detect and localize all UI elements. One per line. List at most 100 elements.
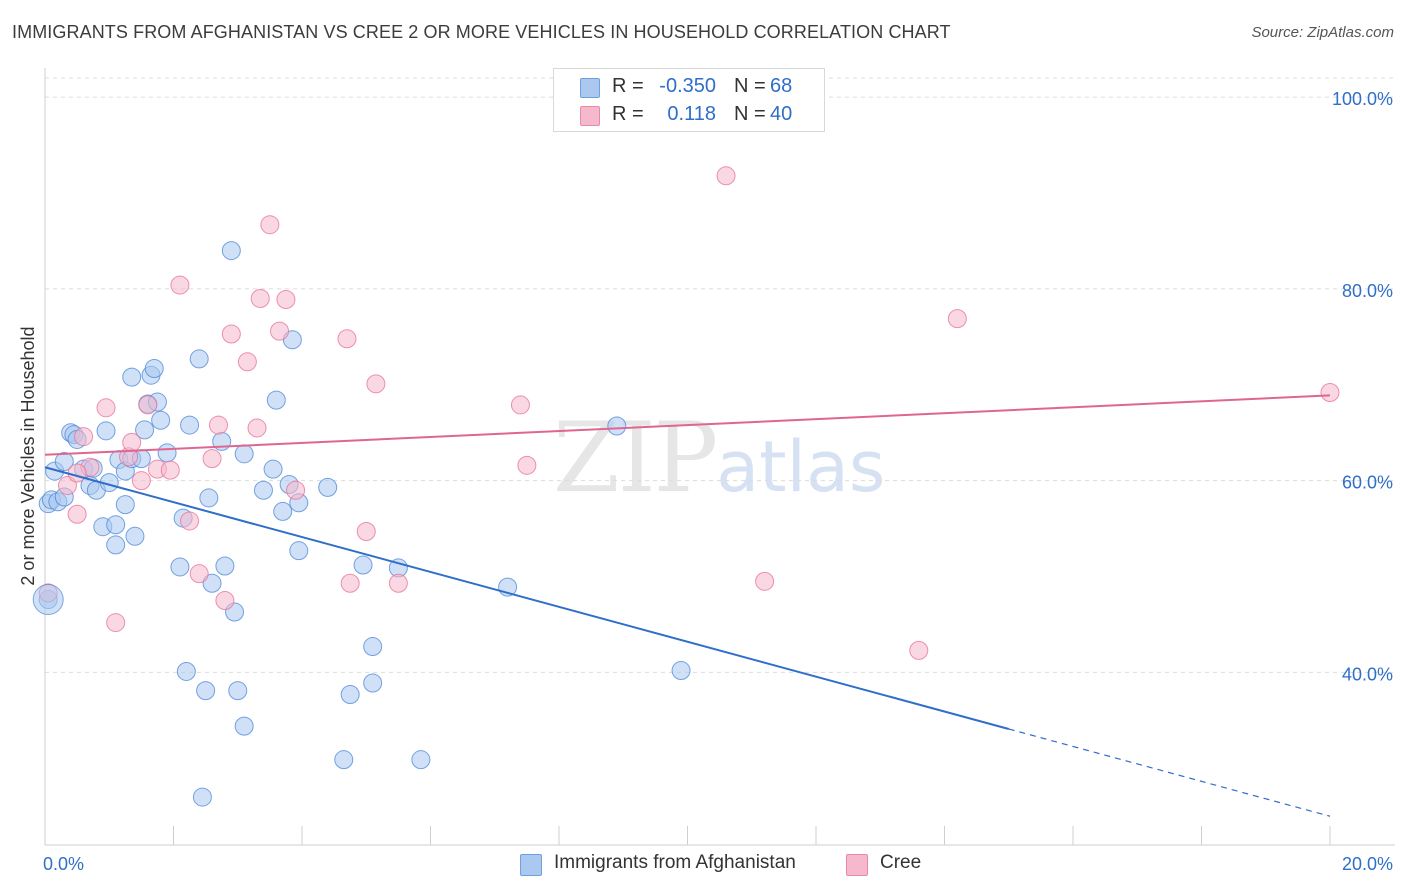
legend-row-afghanistan: R = -0.350 N = 68 xyxy=(554,73,824,101)
cree-point xyxy=(96,398,116,418)
afghanistan-point xyxy=(202,573,222,593)
cree-point xyxy=(67,463,87,483)
afghanistan-trendline xyxy=(44,466,1010,730)
afghanistan-point xyxy=(318,477,338,497)
afghanistan-point xyxy=(234,444,254,464)
afghanistan-point xyxy=(144,359,164,379)
afghanistan-point xyxy=(115,495,135,515)
legend-n-value: 40 xyxy=(770,103,793,125)
legend-swatch-afghanistan xyxy=(580,78,600,98)
cree-point xyxy=(247,418,267,438)
cree-point xyxy=(388,573,408,593)
afghanistan-point xyxy=(215,556,235,576)
afghanistan-point-large xyxy=(32,584,64,616)
afghanistan-point xyxy=(363,637,383,657)
afghanistan-point xyxy=(151,410,171,430)
series-label-cree: Cree xyxy=(880,852,922,873)
afghanistan-point xyxy=(157,443,177,463)
afghanistan-point xyxy=(135,420,155,440)
source-label: Source: ZipAtlas.com xyxy=(1251,24,1394,41)
y-tick-label: 80.0% xyxy=(1342,281,1393,301)
cree-point xyxy=(170,275,190,295)
afghanistan-trendline-projection xyxy=(1008,728,1331,817)
correlation-legend: R = -0.350 N = 68 R = 0.118 N = 40 xyxy=(553,68,825,132)
legend-swatch-cree xyxy=(580,106,600,126)
cree-point xyxy=(366,374,386,394)
afghanistan-point xyxy=(273,501,293,521)
y-tick-label: 40.0% xyxy=(1342,664,1393,684)
afghanistan-point xyxy=(340,684,360,704)
cree-point xyxy=(909,640,929,660)
cree-point xyxy=(356,521,376,541)
cree-point xyxy=(215,591,235,611)
afghanistan-point xyxy=(122,367,142,387)
y-axis-label: 2 or more Vehicles in Household xyxy=(18,326,38,585)
watermark: ZIPatlas xyxy=(553,402,885,514)
cree-point xyxy=(286,480,306,500)
series-swatch-cree xyxy=(846,854,868,876)
afghanistan-point xyxy=(199,488,219,508)
legend-row-cree: R = 0.118 N = 40 xyxy=(554,101,824,129)
cree-point xyxy=(189,564,209,584)
cree-point xyxy=(237,352,257,372)
cree-point xyxy=(1320,382,1340,402)
afghanistan-point xyxy=(176,661,196,681)
afghanistan-point xyxy=(289,541,309,561)
cree-point xyxy=(202,449,222,469)
cree-point xyxy=(67,504,87,524)
cree-point xyxy=(138,395,158,415)
afghanistan-point xyxy=(266,390,286,410)
afghanistan-point xyxy=(353,555,373,575)
cree-point xyxy=(270,321,290,341)
cree-point xyxy=(947,309,967,329)
cree-point xyxy=(755,571,775,591)
afghanistan-point xyxy=(106,535,126,555)
cree-point xyxy=(517,455,537,475)
afghanistan-point xyxy=(253,480,273,500)
afghanistan-point xyxy=(196,681,216,701)
afghanistan-point xyxy=(54,452,74,471)
cree-point xyxy=(716,166,736,186)
series-swatch-afghanistan xyxy=(520,854,542,876)
legend-n-value: 68 xyxy=(770,75,793,97)
afghanistan-point xyxy=(228,681,248,701)
afghanistan-point xyxy=(125,526,145,546)
cree-point xyxy=(337,329,357,349)
x-tick-label: 20.0% xyxy=(1342,854,1393,874)
afghanistan-point xyxy=(671,661,691,681)
chart-title: IMMIGRANTS FROM AFGHANISTAN VS CREE 2 OR… xyxy=(12,22,951,42)
legend-r-label: R = xyxy=(612,75,644,97)
series-label-afghanistan: Immigrants from Afghanistan xyxy=(554,852,796,873)
x-tick-label: 0.0% xyxy=(43,854,84,874)
legend-r-label: R = xyxy=(612,103,644,125)
cree-point xyxy=(74,427,94,447)
cree-point xyxy=(208,415,228,435)
afghanistan-point xyxy=(234,716,254,736)
cree-point xyxy=(160,460,180,480)
cree-point xyxy=(340,573,360,593)
afghanistan-point xyxy=(221,241,241,261)
afghanistan-point xyxy=(96,421,116,441)
cree-point xyxy=(510,395,530,415)
legend-r-value: -0.350 xyxy=(659,75,716,97)
y-tick-label: 60.0% xyxy=(1342,473,1393,493)
afghanistan-point xyxy=(363,673,383,693)
legend-n-label: N = xyxy=(734,75,766,97)
legend-r-value: 0.118 xyxy=(667,103,716,125)
watermark-zip: ZIP xyxy=(553,402,718,514)
cree-point xyxy=(260,215,280,235)
cree-point xyxy=(106,613,126,633)
cree-trendline xyxy=(44,394,1331,456)
cree-point xyxy=(221,324,241,344)
afghanistan-point xyxy=(170,557,190,577)
afghanistan-point xyxy=(263,459,283,479)
watermark-atlas: atlas xyxy=(716,426,886,508)
afghanistan-point xyxy=(607,416,627,436)
afghanistan-point xyxy=(192,787,212,807)
afghanistan-point xyxy=(334,750,354,770)
cree-point xyxy=(250,289,270,309)
cree-point xyxy=(276,289,296,309)
afghanistan-point xyxy=(411,750,431,770)
afghanistan-point xyxy=(106,515,126,535)
